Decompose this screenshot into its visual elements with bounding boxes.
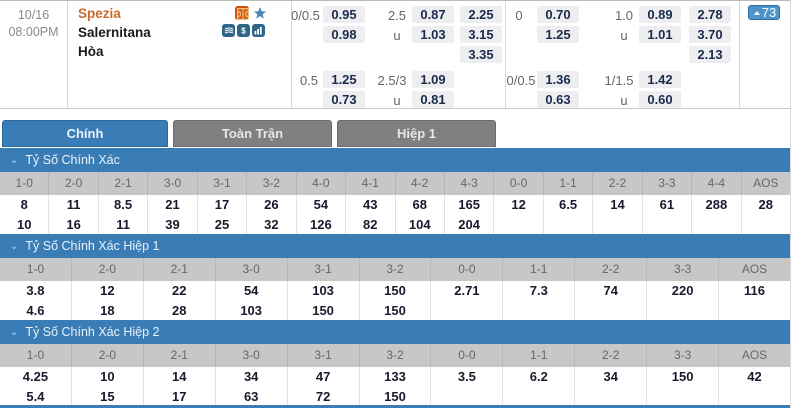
svg-text:$: $ (241, 26, 246, 35)
